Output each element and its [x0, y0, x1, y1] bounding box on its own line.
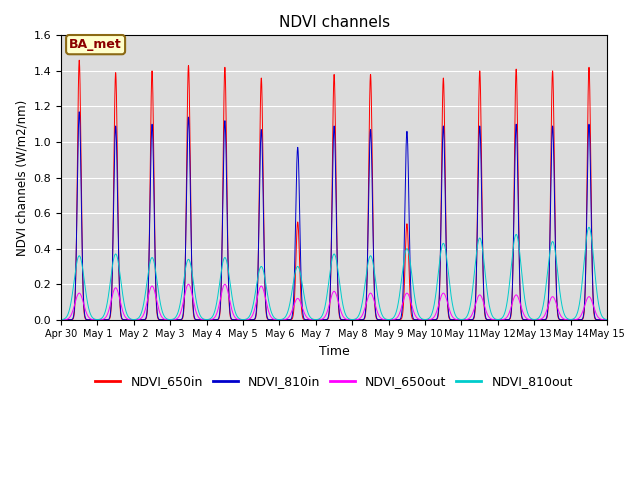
- Text: BA_met: BA_met: [69, 38, 122, 51]
- NDVI_650out: [174, 315, 182, 321]
- NDVI_810in: [57, 317, 65, 323]
- NDVI_810out: [410, 285, 417, 290]
- NDVI_650in: [57, 317, 65, 323]
- Line: NDVI_650out: NDVI_650out: [61, 284, 607, 320]
- NDVI_650in: [174, 317, 182, 323]
- NDVI_810in: [174, 317, 182, 323]
- NDVI_810out: [604, 317, 611, 323]
- NDVI_810in: [410, 316, 417, 322]
- Y-axis label: NDVI channels (W/m2/nm): NDVI channels (W/m2/nm): [15, 99, 28, 256]
- NDVI_650in: [602, 317, 609, 323]
- NDVI_650out: [604, 317, 611, 323]
- NDVI_650in: [604, 317, 611, 323]
- NDVI_650out: [262, 296, 269, 301]
- NDVI_650out: [184, 281, 192, 287]
- NDVI_810in: [487, 317, 495, 323]
- NDVI_650in: [410, 317, 417, 323]
- NDVI_810out: [262, 278, 269, 284]
- NDVI_810in: [76, 109, 83, 115]
- NDVI_810out: [168, 316, 176, 322]
- NDVI_810in: [604, 317, 611, 323]
- NDVI_810in: [602, 317, 609, 323]
- Legend: NDVI_650in, NDVI_810in, NDVI_650out, NDVI_810out: NDVI_650in, NDVI_810in, NDVI_650out, NDV…: [90, 370, 578, 393]
- Line: NDVI_810out: NDVI_810out: [61, 228, 607, 320]
- Line: NDVI_650in: NDVI_650in: [61, 60, 607, 320]
- NDVI_810out: [585, 225, 593, 230]
- NDVI_650out: [168, 317, 176, 323]
- NDVI_810out: [57, 317, 65, 323]
- NDVI_810in: [262, 296, 269, 302]
- NDVI_650out: [57, 317, 65, 323]
- NDVI_650out: [602, 317, 609, 323]
- X-axis label: Time: Time: [319, 345, 349, 358]
- NDVI_650in: [168, 317, 176, 323]
- NDVI_650in: [76, 57, 83, 63]
- NDVI_810out: [602, 316, 609, 322]
- NDVI_650in: [262, 300, 269, 306]
- Line: NDVI_810in: NDVI_810in: [61, 112, 607, 320]
- NDVI_650out: [487, 316, 495, 322]
- NDVI_650out: [410, 308, 417, 314]
- NDVI_810out: [487, 310, 495, 315]
- NDVI_810in: [168, 317, 176, 323]
- NDVI_810out: [174, 310, 182, 316]
- Title: NDVI channels: NDVI channels: [278, 15, 390, 30]
- NDVI_650in: [487, 317, 495, 323]
